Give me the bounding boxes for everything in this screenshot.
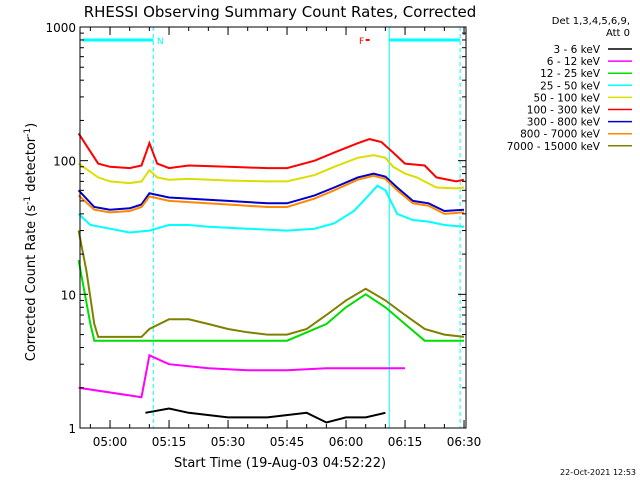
x-tick-label: 05:00	[93, 435, 128, 449]
y-axis-label-main: Corrected Count Rate (s	[24, 205, 39, 362]
x-tick-label: 06:30	[447, 435, 482, 449]
flag-label-N: N	[157, 37, 164, 47]
series-line-8	[77, 230, 465, 338]
y-axis-label-mid: detector	[24, 136, 39, 196]
legend-label: 300 - 800 keV	[527, 117, 601, 129]
legend-header: Att 0	[606, 28, 630, 39]
y-tick-label: 1	[68, 422, 76, 436]
plot-frame	[79, 26, 467, 429]
y-tick-label: 100	[53, 155, 76, 169]
legend-label: 50 - 100 keV	[533, 92, 600, 104]
timestamp: 22-Oct-2021 12:53	[560, 468, 636, 477]
x-tick-label: 05:15	[152, 435, 187, 449]
series-line-4	[78, 154, 465, 190]
y-axis-label-sup2: -1	[23, 128, 33, 137]
x-tick-label: 05:45	[270, 435, 305, 449]
series-line-0	[145, 407, 386, 424]
flag-label-F: F	[359, 37, 364, 47]
y-axis-label-sup1: -1	[23, 196, 33, 205]
legend-label: 6 - 12 keV	[547, 56, 601, 68]
axis-ticks: 1 10 100 1000 05:00 05:15 05:30 05:45 06:00 06:15…	[45, 21, 481, 449]
x-tick-label: 05:30	[211, 435, 246, 449]
series-line-1	[78, 353, 405, 399]
legend-label: 7000 - 15000 keV	[507, 141, 601, 153]
y-axis-label-end: )	[24, 123, 39, 128]
legend-label: 25 - 50 keV	[540, 80, 601, 92]
series-line-7	[77, 174, 465, 215]
legend-label: 100 - 300 keV	[527, 105, 601, 117]
y-tick-label: 1000	[45, 21, 76, 35]
x-axis-label: Start Time (19-Aug-03 04:52:22)	[174, 456, 386, 471]
series-line-3	[77, 184, 465, 234]
vertical-markers	[152, 27, 461, 428]
series-line-5	[77, 132, 465, 183]
y-tick-label: 10	[61, 288, 76, 302]
x-tick-label: 06:00	[329, 435, 364, 449]
x-tick-label: 06:15	[388, 435, 423, 449]
y-axis-label: Corrected Count Rate (s-1 detector-1)	[23, 123, 39, 361]
series-group	[77, 132, 465, 424]
series-line-6	[77, 172, 465, 213]
legend-header: Det 1,3,4,5,6,9,	[552, 16, 630, 27]
legend-label: 12 - 25 keV	[540, 68, 601, 80]
legend-label: 800 - 7000 keV	[520, 129, 601, 141]
series-line-2	[77, 260, 464, 342]
chart-title: RHESSI Observing Summary Count Rates, Co…	[84, 3, 477, 21]
legend-label: 3 - 6 keV	[553, 44, 600, 56]
